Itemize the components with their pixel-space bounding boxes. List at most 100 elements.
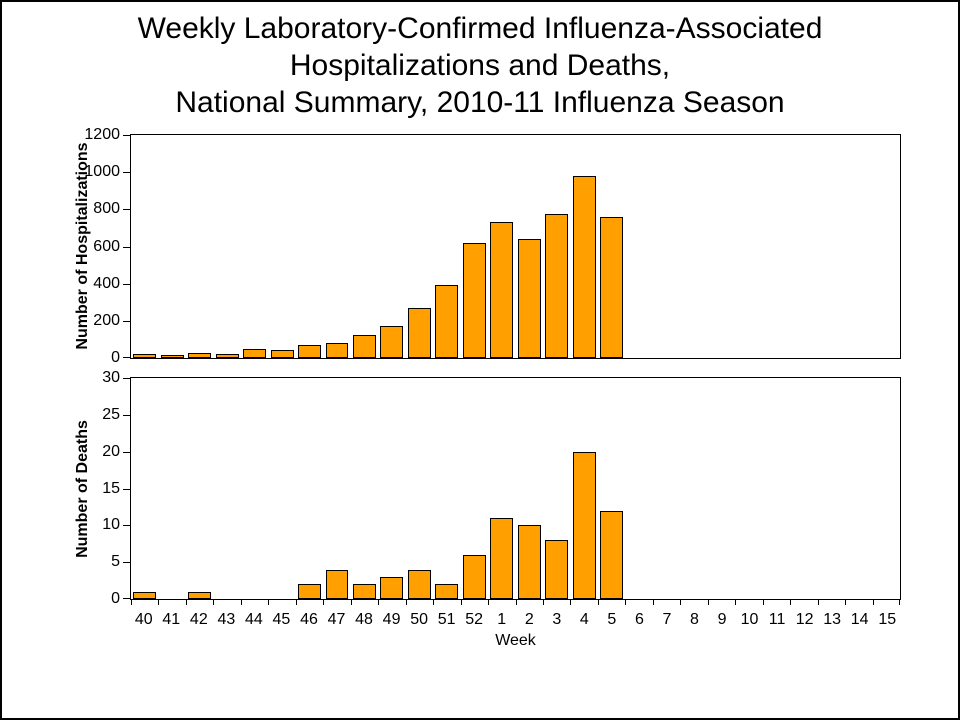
bar-week-47 [325, 569, 349, 599]
x-axis-tick [378, 599, 379, 605]
x-axis-tick [790, 599, 791, 605]
bar-week-4 [572, 175, 596, 358]
x-axis-tick-label: 14 [850, 611, 869, 628]
x-axis-tick-label: 51 [437, 611, 456, 628]
bar-week-52 [462, 243, 486, 358]
y-axis-tick-label: 400 [93, 274, 120, 292]
y-axis-tick-label: 15 [102, 479, 120, 497]
y-axis-tick-label: 30 [102, 369, 120, 386]
x-axis-tick [845, 599, 846, 605]
y-axis-tick [123, 357, 130, 358]
x-axis-tick [213, 599, 214, 605]
x-axis-tick [899, 599, 900, 605]
bar-week-4 [572, 451, 596, 599]
y-axis-tick [123, 452, 130, 453]
x-axis-tick-label: 13 [823, 611, 842, 628]
x-axis-tick [516, 599, 517, 605]
x-axis-tick [598, 599, 599, 605]
bar-week-46 [298, 584, 321, 599]
y-axis-tick [123, 247, 130, 248]
bar-week-5 [600, 510, 624, 599]
x-axis-tick [570, 599, 571, 605]
y-axis-tick [123, 378, 130, 379]
x-axis-tick-label: 42 [189, 611, 208, 628]
x-axis-tick-label: 4 [579, 611, 589, 628]
x-axis-tick [763, 599, 764, 605]
bar-week-5 [600, 216, 624, 358]
bar-week-44 [243, 349, 267, 358]
bar-week-48 [352, 335, 376, 358]
x-axis-tick-label: 3 [552, 611, 562, 628]
chart-title-line-2: Hospitalizations and Deaths, [289, 49, 671, 82]
chart-title-line-1: Weekly Laboratory-Confirmed Influenza-As… [137, 12, 823, 45]
bar-week-50 [407, 308, 431, 358]
x-axis-tick-label: 6 [634, 611, 644, 628]
y-axis-tick-label: 0 [111, 349, 120, 366]
y-axis-tick-label: 800 [93, 200, 120, 218]
x-axis-tick [543, 599, 544, 605]
y-axis-tick-label: 200 [93, 311, 120, 329]
x-axis-tick [818, 599, 819, 605]
x-axis-tick [406, 599, 407, 605]
x-axis-tick-label: 49 [382, 611, 401, 628]
y-axis-tick-label: 0 [111, 590, 120, 607]
bar-week-42 [188, 591, 212, 599]
y-axis-tick [123, 321, 130, 322]
x-axis-title: Week [495, 632, 536, 649]
x-axis-tick [241, 599, 242, 605]
x-axis-tick-label: 2 [524, 611, 534, 628]
bar-week-40 [133, 591, 157, 599]
x-axis-tick-label: 11 [768, 611, 786, 628]
y-axis-tick-label: 10 [102, 516, 120, 534]
bar-week-1 [490, 221, 514, 358]
x-axis-tick [653, 599, 654, 605]
deaths-plot-area: 0 5 10 15 20 25 30 [102, 369, 901, 607]
y-axis-tick [123, 135, 130, 136]
bar-week-2 [517, 525, 541, 599]
x-axis-tick-label: 41 [162, 611, 181, 628]
y-axis-tick [123, 489, 130, 490]
y-axis-tick [123, 284, 130, 285]
x-axis-tick-label: 5 [607, 611, 617, 628]
y-axis-tick [123, 598, 130, 599]
x-axis-tick-label: 50 [410, 611, 428, 628]
x-axis-tick-label: 40 [134, 611, 153, 628]
y-axis-tick [123, 562, 130, 563]
y-axis-tick-label: 1200 [84, 126, 120, 143]
x-axis-tick [461, 599, 462, 605]
x-axis-tick-label: 43 [217, 611, 236, 628]
bar-week-52 [462, 554, 486, 599]
x-axis-tick-label: 44 [245, 611, 263, 628]
x-axis-tick-label: 15 [878, 611, 897, 628]
bar-week-46 [298, 344, 321, 358]
x-axis-tick-label: 45 [272, 611, 291, 628]
y-axis-tick [123, 209, 130, 210]
y-axis-tick [123, 172, 130, 173]
y-axis-tick-label: 25 [102, 405, 120, 423]
x-axis-tick-label: 46 [300, 611, 318, 628]
x-axis-tick [186, 599, 187, 605]
bar-week-49 [380, 326, 404, 358]
bar-week-49 [380, 576, 404, 599]
bar-week-47 [325, 343, 349, 358]
y-axis-tick-label: 5 [111, 553, 120, 571]
x-axis-tick-label: 10 [740, 611, 759, 628]
x-axis-tick [735, 599, 736, 605]
x-axis-tick [708, 599, 709, 605]
x-axis-tick [158, 599, 159, 605]
bar-week-42 [188, 352, 212, 358]
hospitalizations-plot-area: 0 200 400 600 800 1000 1200 [84, 126, 901, 366]
x-axis-tick [680, 599, 681, 605]
bar-week-41 [160, 355, 184, 358]
bar-week-48 [352, 584, 376, 599]
bar-week-51 [435, 284, 459, 358]
x-axis-tick-label: 48 [355, 611, 373, 628]
y-axis-tick-label: 600 [93, 237, 120, 255]
x-axis-tick-label: 8 [690, 611, 699, 628]
bar-week-3 [545, 540, 569, 599]
x-axis-tick-label: 1 [497, 611, 507, 628]
x-axis-tick-label: 9 [717, 611, 727, 628]
chart-title: Weekly Laboratory-Confirmed Influenza-As… [2, 10, 958, 121]
x-axis-labels: 40 41 42 43 44 45 46 47 48 49 50 51 52 1 2 3 4 5 6 7 8 9 10 11 1… [130, 611, 901, 631]
